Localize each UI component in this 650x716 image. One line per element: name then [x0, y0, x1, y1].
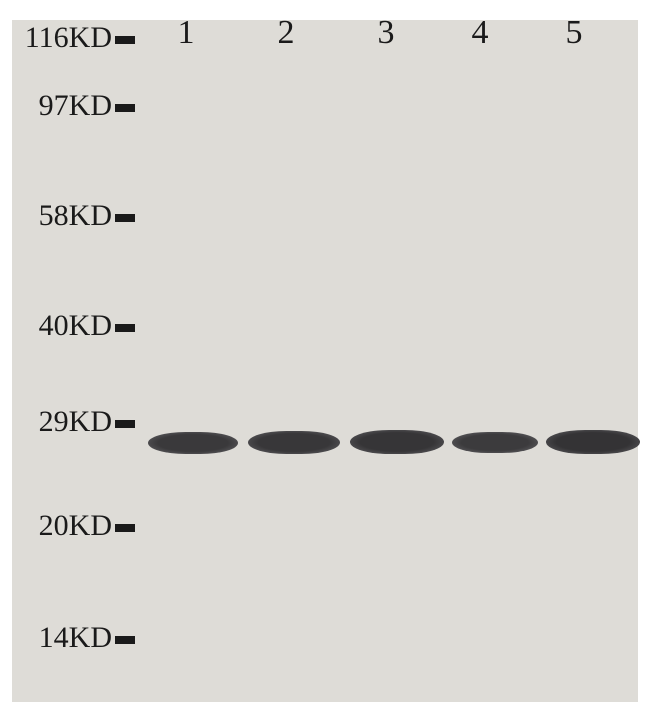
western-blot-figure: 116KD 97KD 58KD 40KD 29KD 20KD 14KD 1 2 3 4 5 — [0, 0, 650, 716]
mw-marker-tick — [115, 214, 135, 222]
gel-background — [12, 20, 638, 702]
mw-marker-tick — [115, 636, 135, 644]
mw-marker-label: 14KD — [26, 623, 112, 653]
lane-label: 5 — [554, 16, 594, 50]
protein-band — [350, 430, 444, 454]
protein-band — [148, 432, 238, 454]
mw-marker-label: 116KD — [10, 23, 112, 53]
lane-label: 4 — [460, 16, 500, 50]
mw-marker-label: 97KD — [26, 91, 112, 121]
mw-marker-label: 20KD — [26, 511, 112, 541]
mw-marker-tick — [115, 36, 135, 44]
mw-marker-label: 29KD — [26, 407, 112, 437]
mw-marker-tick — [115, 104, 135, 112]
protein-band — [452, 432, 538, 453]
protein-band — [546, 430, 640, 454]
lane-label: 1 — [166, 16, 206, 50]
protein-band — [248, 431, 340, 454]
mw-marker-tick — [115, 524, 135, 532]
mw-marker-label: 58KD — [26, 201, 112, 231]
mw-marker-tick — [115, 420, 135, 428]
mw-marker-label: 40KD — [26, 311, 112, 341]
mw-marker-tick — [115, 324, 135, 332]
lane-label: 3 — [366, 16, 406, 50]
lane-label: 2 — [266, 16, 306, 50]
